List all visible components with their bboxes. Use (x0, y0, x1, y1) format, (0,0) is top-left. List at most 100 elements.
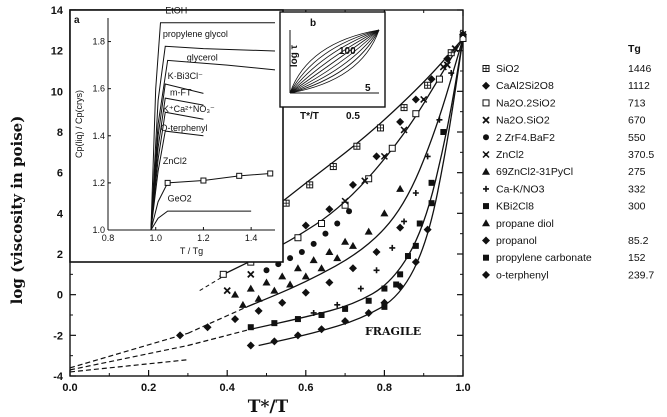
data-point (365, 175, 373, 183)
fit-curve (258, 38, 464, 347)
fit-curve (246, 38, 464, 308)
inset-a-y-tick-label: 1.8 (92, 37, 105, 47)
legend-label: CaAl2Si2O8 (496, 80, 554, 92)
data-point (443, 61, 451, 69)
data-point (440, 129, 447, 135)
legend-marker (482, 236, 490, 245)
legend-marker (483, 203, 489, 210)
inset-a-x-tick-label: 1.0 (149, 233, 162, 243)
legend-marker (482, 219, 490, 227)
inset-a-zncl2-marker (267, 170, 274, 177)
inset-a: a0.8 1.0 1.2 1.41.01.21.41.61.8T / TgCp(liq… (69, 5, 284, 263)
y-tick-label: 0 (57, 290, 63, 302)
data-point (341, 197, 349, 205)
data-point (435, 75, 443, 83)
inset-a-panel-label: a (74, 15, 80, 26)
fit-curve (250, 38, 464, 330)
legend-label: o-terphenyl (496, 269, 549, 281)
data-point (254, 306, 263, 315)
data-point (301, 288, 310, 297)
legend-entry: KBi2Cl8 300 (483, 201, 646, 213)
data-point (372, 152, 381, 161)
inset-b-curve (289, 29, 380, 94)
data-point (293, 331, 302, 340)
data-point (254, 294, 263, 302)
data-point (459, 30, 467, 38)
data-point (317, 325, 326, 334)
inset-a-y-tick-label: 1.4 (92, 131, 105, 141)
legend-entry: 69ZnCl2-31PyCl 275 (482, 166, 646, 178)
data-point (298, 248, 305, 255)
legend-label: propanol (496, 235, 537, 247)
inset-a-curve-label: K·Bi3Cl⁻ (168, 71, 204, 81)
y-tick-label: 12 (51, 46, 63, 58)
legend-header: Tg (628, 43, 641, 55)
data-point (293, 264, 302, 272)
data-point (436, 116, 443, 123)
data-point (342, 305, 349, 312)
inset-b-x-tick-label: 0.5 (346, 111, 360, 122)
data-point (428, 179, 435, 186)
data-point (346, 208, 353, 215)
legend-tg-value: 332 (628, 183, 646, 195)
data-point (325, 205, 334, 214)
legend-label: KBi2Cl8 (496, 201, 534, 213)
data-point (411, 95, 420, 104)
series-na2o-sio2 (223, 44, 459, 295)
inset-a-x-tick-label: 0.8 (102, 233, 115, 243)
data-point (238, 300, 247, 308)
data-point (353, 142, 361, 150)
legend-label: Na2O.SiO2 (496, 115, 550, 127)
data-point (361, 177, 369, 185)
data-point (246, 341, 255, 350)
inset-b-curve-label: 100 (339, 46, 356, 57)
legend-tg-value: 300 (628, 201, 646, 213)
fit-curve-dashed (69, 306, 248, 369)
inset-b-x-label: T*/T (300, 111, 319, 122)
data-point (381, 303, 388, 310)
fit-curve-dashed (199, 275, 224, 292)
data-point (381, 285, 388, 292)
y-tick-label: 8 (57, 127, 63, 139)
data-point (176, 331, 185, 340)
data-point (423, 225, 432, 234)
legend-entry: 2 ZrF4.BaF2 550 (483, 132, 646, 144)
legend-tg-value: 275 (628, 166, 646, 178)
inset-a-zncl2-marker (236, 172, 243, 179)
inset-b-curve (289, 29, 380, 94)
data-point (401, 218, 408, 225)
y-tick-label: 10 (51, 86, 63, 98)
data-point (396, 184, 405, 192)
inset-a-x-tick-label: 1.4 (245, 233, 258, 243)
y-tick-label: 6 (57, 168, 63, 180)
inset-a-zncl2-marker (200, 177, 207, 184)
legend-entry: ZnCl2 370.5 (482, 149, 654, 161)
data-point (412, 242, 419, 249)
data-point (301, 221, 310, 230)
legend-marker (482, 150, 490, 159)
data-point (389, 244, 396, 251)
legend-tg-value: 713 (628, 97, 646, 109)
legend-tg-value: 1112 (628, 80, 650, 92)
legend-label: ZnCl2 (496, 149, 524, 161)
y-axis-label: log (viscosity in poise) (8, 116, 26, 305)
legend-tg-value: 152 (628, 252, 646, 264)
data-point (376, 124, 384, 132)
series-propane-diol (238, 184, 405, 308)
inset-b-curve (289, 29, 380, 94)
data-point (451, 44, 459, 53)
data-point (317, 264, 326, 272)
inset-a-curve-label: m-FT (170, 88, 192, 98)
x-tick-label: 1.0 (455, 382, 470, 394)
inset-a-curve-label: glycerol (187, 52, 218, 62)
inset-a-curve (108, 210, 252, 231)
data-point (397, 271, 404, 278)
data-point (447, 49, 455, 57)
inset-a-curve-label: propylene glycol (163, 29, 228, 39)
legend-label: Na2O.2SiO2 (496, 97, 556, 109)
inset-b-curve (289, 29, 380, 94)
inset-a-x-label: T / Tg (180, 246, 203, 256)
data-point (416, 220, 423, 227)
data-point (448, 70, 455, 77)
